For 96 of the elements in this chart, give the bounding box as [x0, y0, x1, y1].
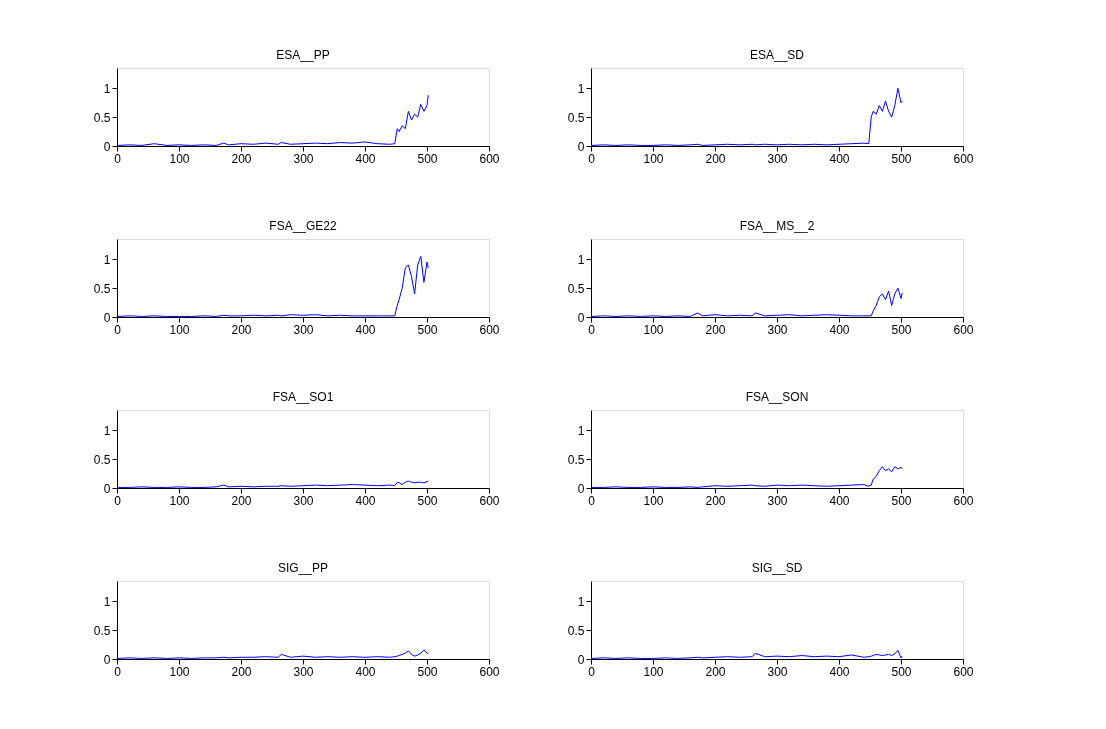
x-tick-label: 100: [643, 664, 664, 679]
y-tick-label: 1: [103, 423, 111, 438]
y-tick-label: 1: [103, 81, 111, 96]
x-tick-label: 600: [953, 664, 974, 679]
y-tick-label: 0: [103, 139, 111, 154]
line-series: [117, 649, 429, 659]
x-tick-label: 100: [643, 322, 664, 337]
x-tick-label: 500: [891, 664, 912, 679]
x-tick-label: 200: [231, 664, 252, 679]
x-tick-label: 300: [767, 322, 788, 337]
x-tick-label: 300: [767, 664, 788, 679]
y-tick-label: 0.5: [93, 452, 111, 467]
line-series: [117, 94, 429, 146]
x-tick-label: 100: [643, 493, 664, 508]
y-tick-label: 0.5: [93, 623, 111, 638]
x-tick-label: 600: [479, 493, 500, 508]
x-tick-label: 600: [953, 493, 974, 508]
x-tick-label: 200: [231, 322, 252, 337]
chart-title: SIG__PP: [277, 561, 329, 575]
line-series: [591, 466, 903, 488]
chart-title: ESA__SD: [749, 48, 805, 62]
x-tick-label: 400: [355, 493, 376, 508]
y-tick-label: 0: [577, 310, 585, 325]
y-tick-label: 0: [577, 481, 585, 496]
x-tick-label: 200: [231, 493, 252, 508]
x-tick-label: 400: [829, 322, 850, 337]
x-tick-label: 400: [355, 664, 376, 679]
y-tick-label: 0: [103, 652, 111, 667]
y-tick-label: 0: [577, 652, 585, 667]
x-tick-label: 600: [479, 322, 500, 337]
y-tick-label: 1: [103, 252, 111, 267]
x-tick-label: 500: [891, 151, 912, 166]
y-tick-label: 0.5: [567, 452, 585, 467]
x-tick-label: 300: [293, 322, 314, 337]
x-tick-label: 400: [829, 151, 850, 166]
x-tick-label: 200: [705, 151, 726, 166]
x-tick-label: 500: [891, 322, 912, 337]
x-tick-label: 600: [953, 322, 974, 337]
line-series: [591, 287, 903, 317]
x-tick-label: 400: [355, 151, 376, 166]
y-tick-label: 0: [103, 310, 111, 325]
x-tick-label: 500: [417, 664, 438, 679]
x-tick-label: 0: [588, 151, 596, 166]
y-tick-label: 0.5: [567, 281, 585, 296]
x-tick-label: 300: [293, 664, 314, 679]
y-tick-label: 1: [577, 594, 585, 609]
x-tick-label: 500: [417, 151, 438, 166]
x-tick-label: 600: [953, 151, 974, 166]
x-tick-label: 400: [829, 493, 850, 508]
x-tick-label: 300: [293, 493, 314, 508]
x-tick-label: 0: [114, 493, 122, 508]
line-series: [591, 649, 903, 659]
line-series: [117, 255, 429, 317]
line-series: [117, 480, 429, 488]
x-tick-label: 500: [417, 322, 438, 337]
x-tick-label: 200: [705, 664, 726, 679]
x-tick-label: 300: [767, 493, 788, 508]
y-tick-label: 0: [577, 139, 585, 154]
x-tick-label: 200: [705, 322, 726, 337]
x-tick-label: 0: [588, 664, 596, 679]
chart-title: SIG__SD: [751, 561, 803, 575]
x-tick-label: 100: [169, 493, 190, 508]
y-tick-label: 0: [103, 481, 111, 496]
x-tick-label: 400: [829, 664, 850, 679]
x-tick-label: 0: [588, 493, 596, 508]
x-tick-label: 600: [479, 151, 500, 166]
y-tick-label: 0.5: [93, 281, 111, 296]
chart-title: ESA__PP: [276, 48, 330, 62]
x-tick-label: 0: [114, 151, 122, 166]
x-tick-label: 200: [231, 151, 252, 166]
chart-title: FSA__SON: [745, 390, 809, 404]
x-tick-label: 100: [643, 151, 664, 166]
y-tick-label: 0.5: [567, 110, 585, 125]
y-tick-label: 1: [103, 594, 111, 609]
line-series: [591, 87, 903, 146]
chart-title: FSA__SO1: [272, 390, 334, 404]
x-tick-label: 0: [114, 322, 122, 337]
x-tick-label: 0: [588, 322, 596, 337]
x-tick-label: 100: [169, 151, 190, 166]
x-tick-label: 300: [767, 151, 788, 166]
x-tick-label: 600: [479, 664, 500, 679]
y-tick-label: 1: [577, 252, 585, 267]
x-tick-label: 100: [169, 664, 190, 679]
x-tick-label: 200: [705, 493, 726, 508]
y-tick-label: 0.5: [567, 623, 585, 638]
y-tick-label: 1: [577, 423, 585, 438]
x-tick-label: 500: [891, 493, 912, 508]
x-tick-label: 0: [114, 664, 122, 679]
x-tick-label: 400: [355, 322, 376, 337]
x-tick-label: 500: [417, 493, 438, 508]
x-tick-label: 100: [169, 322, 190, 337]
y-tick-label: 0.5: [93, 110, 111, 125]
y-tick-label: 1: [577, 81, 585, 96]
chart-title: FSA__MS__2: [739, 219, 815, 233]
x-tick-label: 300: [293, 151, 314, 166]
chart-title: FSA__GE22: [269, 219, 338, 233]
